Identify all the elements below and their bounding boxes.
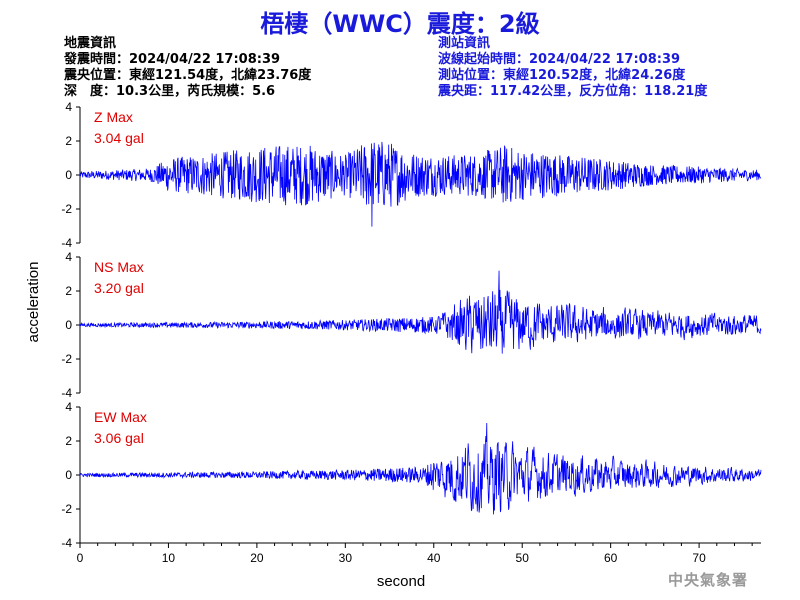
y-tick-label: -2 [61, 352, 72, 366]
origin-time: 發震時間：2024/04/22 17:08:39 [64, 52, 281, 67]
max-value-ew: 3.06 gal [94, 430, 144, 446]
max-label-ew: EW Max [94, 409, 147, 425]
y-tick-label: -2 [61, 202, 72, 216]
quake-info-block: 地震資訊 發震時間：2024/04/22 17:08:39 震央位置：東經121… [64, 36, 311, 100]
y-tick-label: 4 [65, 100, 72, 114]
y-tick-label: 0 [65, 468, 72, 482]
y-tick-label: 4 [65, 250, 72, 264]
y-tick-label: 4 [65, 400, 72, 414]
x-axis-title: second [377, 573, 425, 590]
max-label-z: Z Max [94, 109, 133, 125]
max-value-ns: 3.20 gal [94, 280, 144, 296]
waveform-z [79, 141, 762, 227]
station-info-heading: 測站資訊 [438, 36, 491, 51]
depth-magnitude: 深 度：10.3公里，芮氏規模：5.6 [64, 84, 276, 99]
epicenter-location: 震央位置：東經121.54度，北緯23.76度 [64, 68, 312, 83]
y-tick-label: -4 [61, 536, 72, 550]
page-title: 梧棲（WWC）震度：2級 [260, 10, 540, 38]
y-tick-label: -4 [61, 236, 72, 250]
x-tick-label: 0 [77, 551, 84, 565]
station-location: 測站位置：東經120.52度，北緯24.26度 [438, 68, 686, 83]
max-value-z: 3.04 gal [94, 130, 144, 146]
distance-azimuth: 震央距：117.42公里，反方位角：118.21度 [438, 84, 708, 99]
agency-watermark: 中央氣象署 [667, 571, 748, 589]
waveform-ew [79, 422, 762, 515]
x-tick-label: 10 [162, 551, 176, 565]
quake-info-heading: 地震資訊 [64, 36, 117, 51]
x-tick-label: 50 [516, 551, 530, 565]
y-tick-label: 0 [65, 318, 72, 332]
x-tick-label: 20 [250, 551, 264, 565]
x-tick-label: 60 [604, 551, 618, 565]
y-axis-title: acceleration [25, 262, 42, 343]
y-tick-label: 0 [65, 168, 72, 182]
y-tick-label: 2 [65, 284, 72, 298]
y-tick-label: -4 [61, 386, 72, 400]
max-label-ns: NS Max [94, 259, 144, 275]
station-info-block: 測站資訊 波線起始時間：2024/04/22 17:08:39 測站位置：東經1… [438, 36, 707, 100]
y-tick-label: 2 [65, 134, 72, 148]
y-tick-label: 2 [65, 434, 72, 448]
x-tick-label: 40 [427, 551, 441, 565]
x-tick-label: 70 [692, 551, 706, 565]
wave-onset-time: 波線起始時間：2024/04/22 17:08:39 [438, 52, 681, 67]
waveform-ns [79, 270, 762, 354]
y-tick-label: -2 [61, 502, 72, 516]
x-tick-label: 30 [339, 551, 353, 565]
